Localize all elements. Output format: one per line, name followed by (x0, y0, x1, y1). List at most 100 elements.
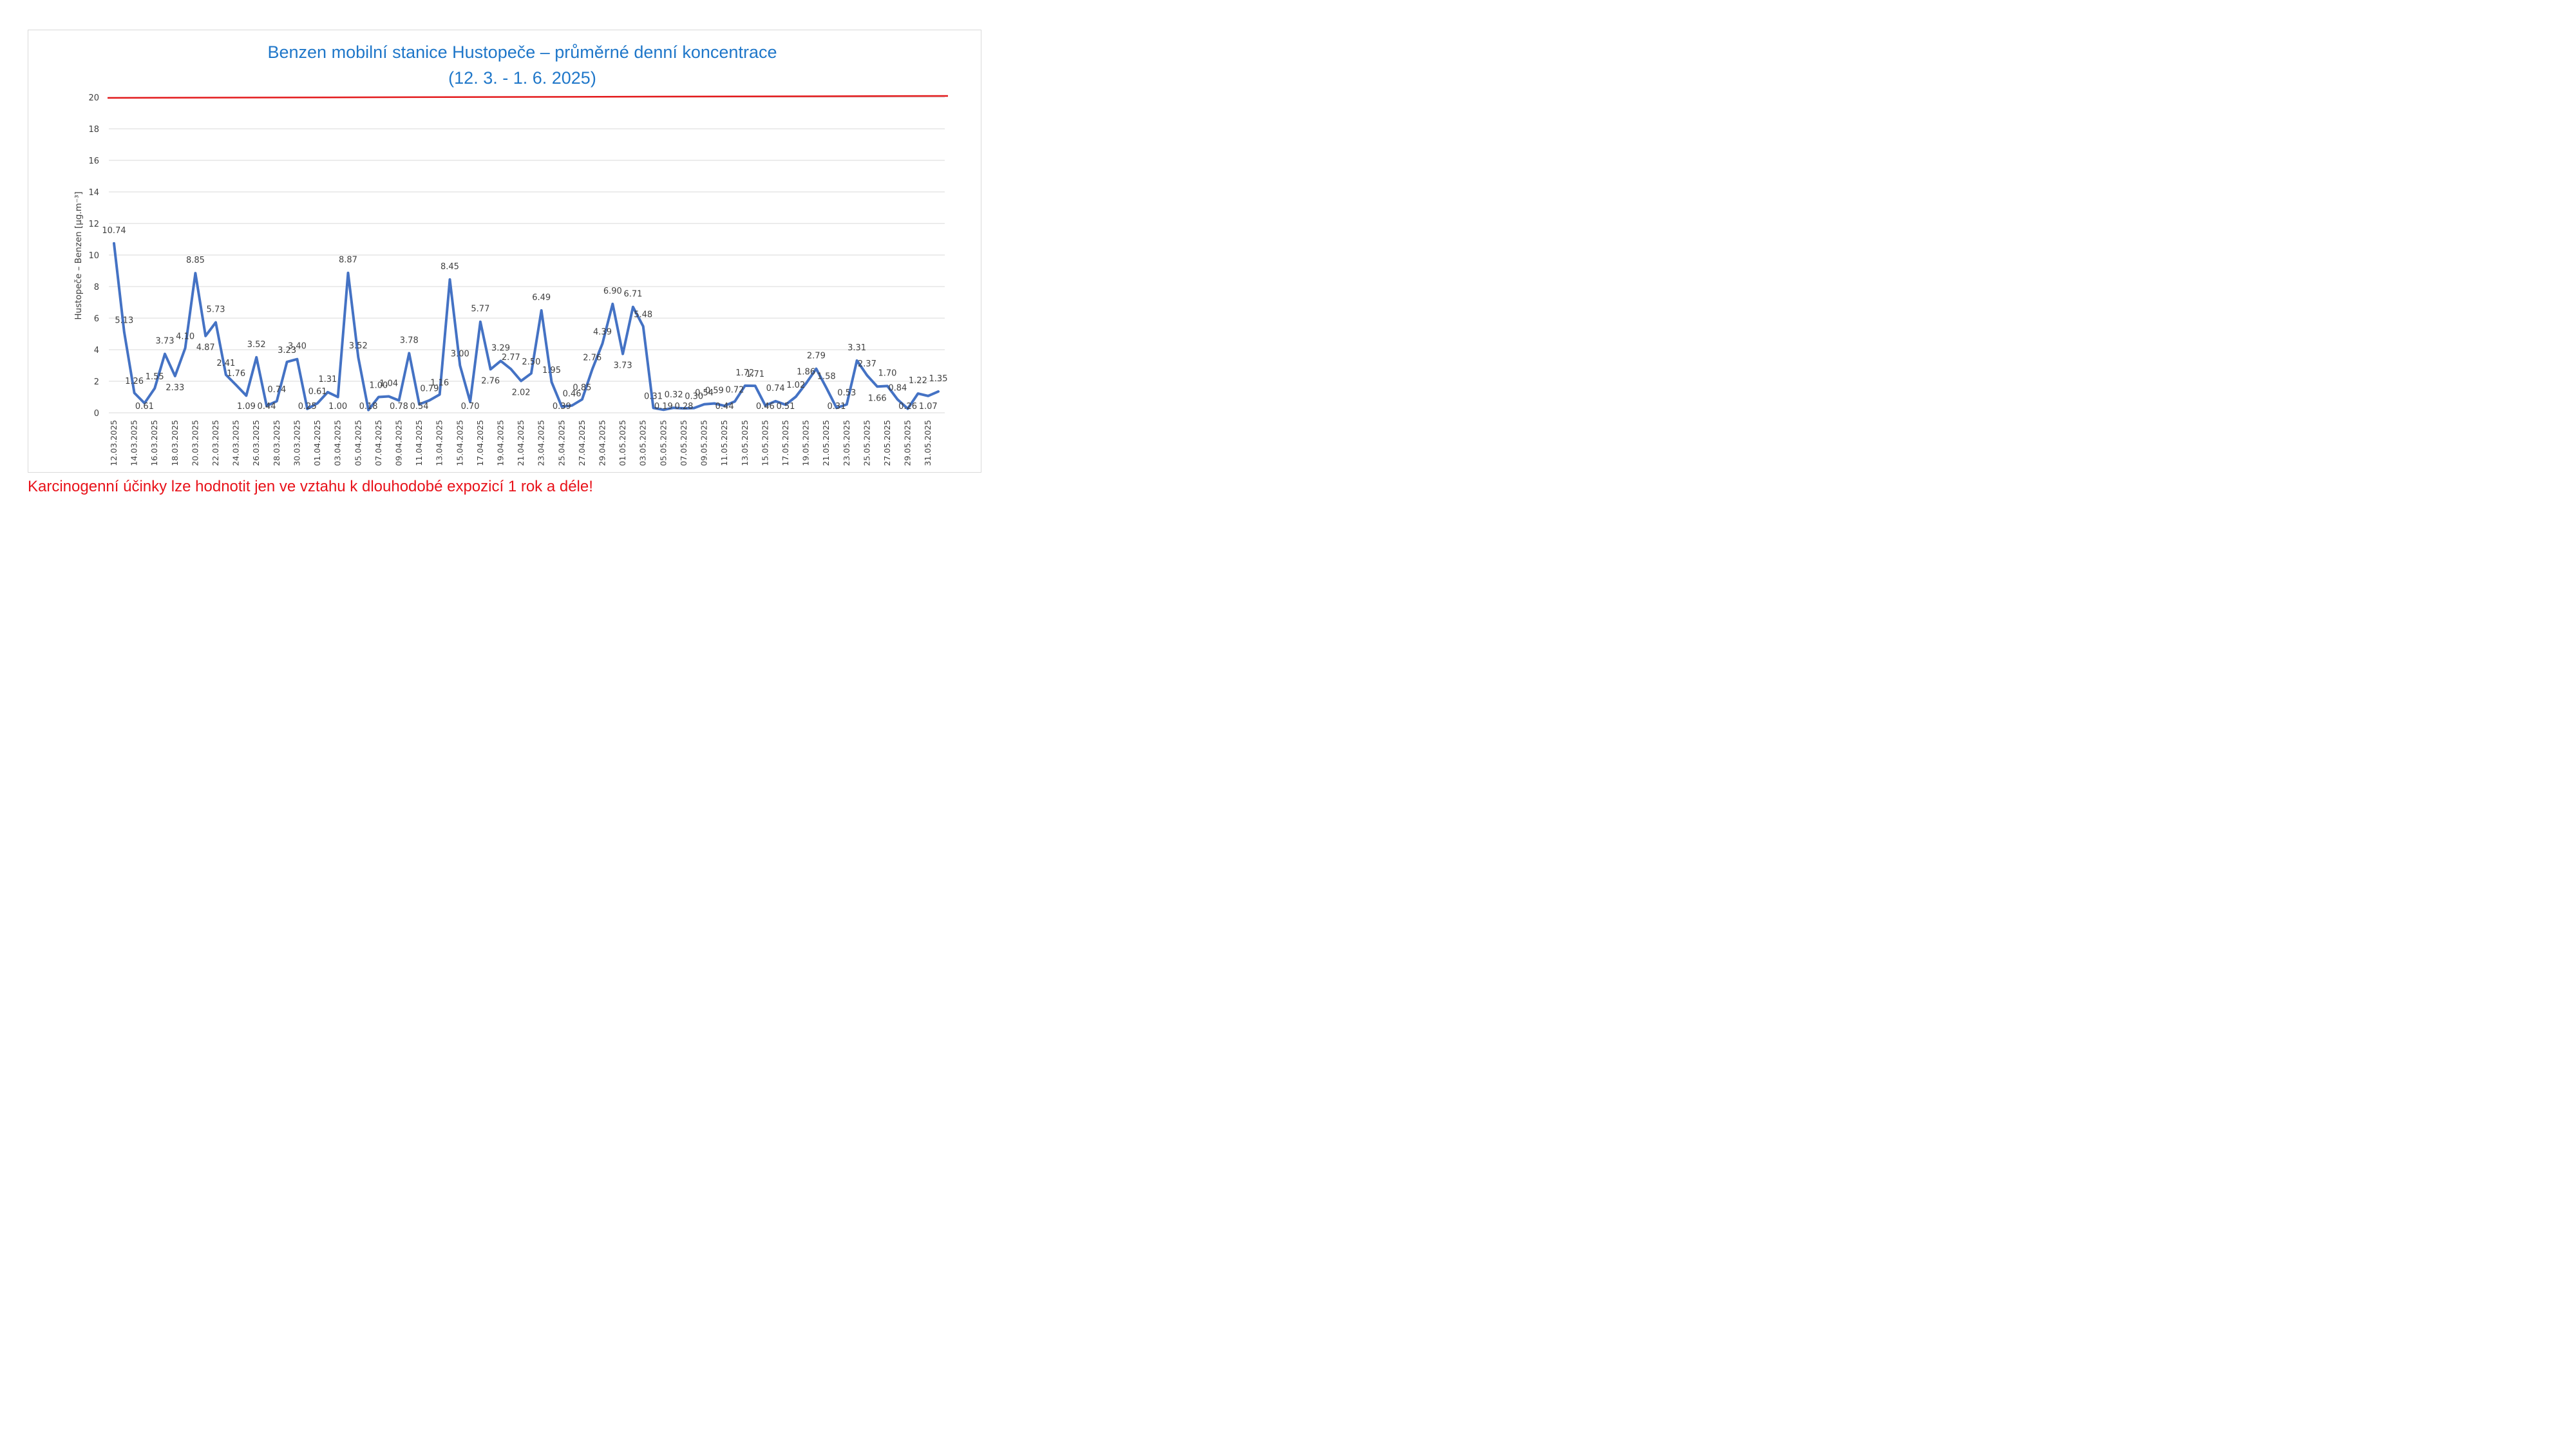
y-tick-label: 14 (88, 188, 99, 198)
chart-title-line2: (12. 3. - 1. 6. 2025) (448, 68, 596, 88)
data-label: 0.31 (827, 402, 846, 412)
y-axis-title: Hustopeče – Benzen [µg.m⁻³] (73, 191, 84, 319)
data-label: 0.72 (725, 385, 744, 395)
y-tick-label: 6 (94, 314, 99, 324)
data-label: 1.31 (318, 375, 337, 384)
y-axis-ticks: 0 2 4 6 8 10 12 14 16 18 20 (88, 93, 99, 419)
data-label: 0.84 (888, 383, 907, 393)
series-line-benzen (113, 242, 940, 412)
data-label: 2.50 (522, 357, 540, 367)
data-label: 2.02 (512, 388, 531, 398)
data-label: 2.76 (481, 376, 500, 386)
data-label: 2.37 (858, 359, 876, 369)
chart-svg: Benzen mobilní stanice Hustopeče – průmě… (73, 43, 949, 466)
x-tick-label: 19.05.2025 (801, 420, 811, 466)
y-tick-label: 0 (94, 409, 99, 419)
data-label: 1.26 (125, 377, 144, 386)
data-label: 8.45 (440, 262, 459, 272)
data-label: 0.79 (420, 384, 439, 394)
data-label: 5.77 (471, 305, 489, 314)
data-label: 0.19 (654, 402, 673, 412)
x-tick-label: 28.03.2025 (272, 420, 281, 466)
data-label: 3.23 (278, 346, 296, 355)
x-tick-label: 21.05.2025 (821, 420, 831, 466)
x-tick-label: 18.03.2025 (170, 420, 180, 466)
gridlines (109, 97, 945, 382)
data-label: 0.32 (665, 390, 683, 400)
data-label: 3.52 (247, 340, 266, 350)
data-label: 0.70 (461, 402, 480, 412)
data-label: 1.71 (746, 370, 764, 379)
y-tick-label: 12 (88, 220, 99, 229)
x-tick-label: 30.03.2025 (292, 420, 301, 466)
data-label: 0.44 (715, 402, 734, 412)
x-tick-label: 23.05.2025 (842, 420, 851, 466)
data-label: 0.46 (563, 390, 582, 399)
x-tick-label: 23.04.2025 (536, 420, 546, 466)
data-label: 8.85 (186, 256, 205, 265)
data-label: 4.10 (176, 332, 194, 342)
x-tick-label: 05.05.2025 (658, 420, 668, 466)
x-tick-label: 11.05.2025 (719, 420, 729, 466)
data-label: 4.87 (196, 343, 215, 353)
data-label: 4.39 (593, 327, 612, 337)
data-labels: 10.74 5.13 1.26 0.61 1.55 3.73 2.33 4.10 8.85 4.8… (102, 226, 947, 412)
data-label: 2.33 (166, 383, 184, 393)
x-tick-label: 13.04.2025 (435, 420, 444, 466)
x-tick-label: 09.05.2025 (699, 420, 709, 466)
data-label: 0.74 (766, 384, 785, 393)
data-label: 3.73 (614, 361, 632, 371)
data-label: 6.90 (603, 287, 622, 296)
chart-title-line1: Benzen mobilní stanice Hustopeče – průmě… (268, 43, 777, 62)
data-label: 1.86 (797, 367, 815, 377)
x-axis-ticks: 12.03.2025 14.03.2025 16.03.2025 18.03.2025… (109, 420, 933, 466)
data-label: 0.18 (359, 402, 378, 412)
data-label: 1.09 (237, 402, 256, 412)
x-tick-label: 22.03.2025 (211, 420, 220, 466)
limit-line (107, 95, 949, 99)
chart-frame: Benzen mobilní stanice Hustopeče – průmě… (28, 30, 981, 473)
data-label: 2.79 (807, 352, 826, 361)
x-tick-label: 12.03.2025 (109, 420, 118, 466)
y-tick-label: 16 (88, 156, 99, 166)
x-tick-label: 01.04.2025 (312, 420, 322, 466)
data-label: 0.78 (390, 402, 408, 412)
data-label: 1.95 (542, 366, 561, 375)
data-label: 8.87 (339, 256, 357, 265)
data-label: 0.46 (756, 402, 775, 412)
x-tick-label: 20.03.2025 (190, 420, 200, 466)
data-label: 3.73 (156, 337, 175, 346)
data-label: 0.25 (298, 402, 317, 412)
x-tick-label: 11.04.2025 (414, 420, 424, 466)
data-label: 1.04 (379, 379, 398, 389)
x-tick-label: 27.04.2025 (577, 420, 587, 466)
data-label: 2.77 (502, 353, 520, 363)
data-label: 6.49 (532, 293, 551, 303)
data-label: 0.54 (695, 388, 714, 398)
data-label: 1.16 (430, 379, 449, 388)
y-tick-label: 4 (94, 346, 99, 355)
x-tick-label: 13.05.2025 (740, 420, 750, 466)
x-tick-label: 17.04.2025 (475, 420, 485, 466)
data-label: 3.52 (349, 341, 368, 351)
data-label: 1.00 (328, 402, 347, 412)
x-tick-label: 03.05.2025 (638, 420, 648, 466)
data-label: 1.58 (817, 372, 836, 381)
data-label: 5.13 (115, 316, 133, 325)
x-tick-label: 17.05.2025 (781, 420, 790, 466)
y-tick-label: 18 (88, 125, 99, 135)
x-tick-label: 31.05.2025 (923, 420, 933, 466)
x-tick-label: 26.03.2025 (251, 420, 261, 466)
data-label: 1.72 (735, 368, 754, 378)
data-label: 0.26 (898, 402, 917, 412)
data-label: 6.71 (623, 290, 642, 299)
data-label: 3.29 (491, 343, 510, 353)
data-label: 0.51 (776, 402, 795, 412)
data-label: 0.30 (685, 392, 703, 402)
data-label: 1.66 (868, 393, 887, 403)
data-label: 1.02 (786, 381, 805, 390)
data-label: 0.85 (573, 383, 591, 393)
data-label: 2.76 (583, 353, 601, 363)
x-tick-label: 24.03.2025 (231, 420, 241, 466)
x-tick-label: 27.05.2025 (882, 420, 892, 466)
